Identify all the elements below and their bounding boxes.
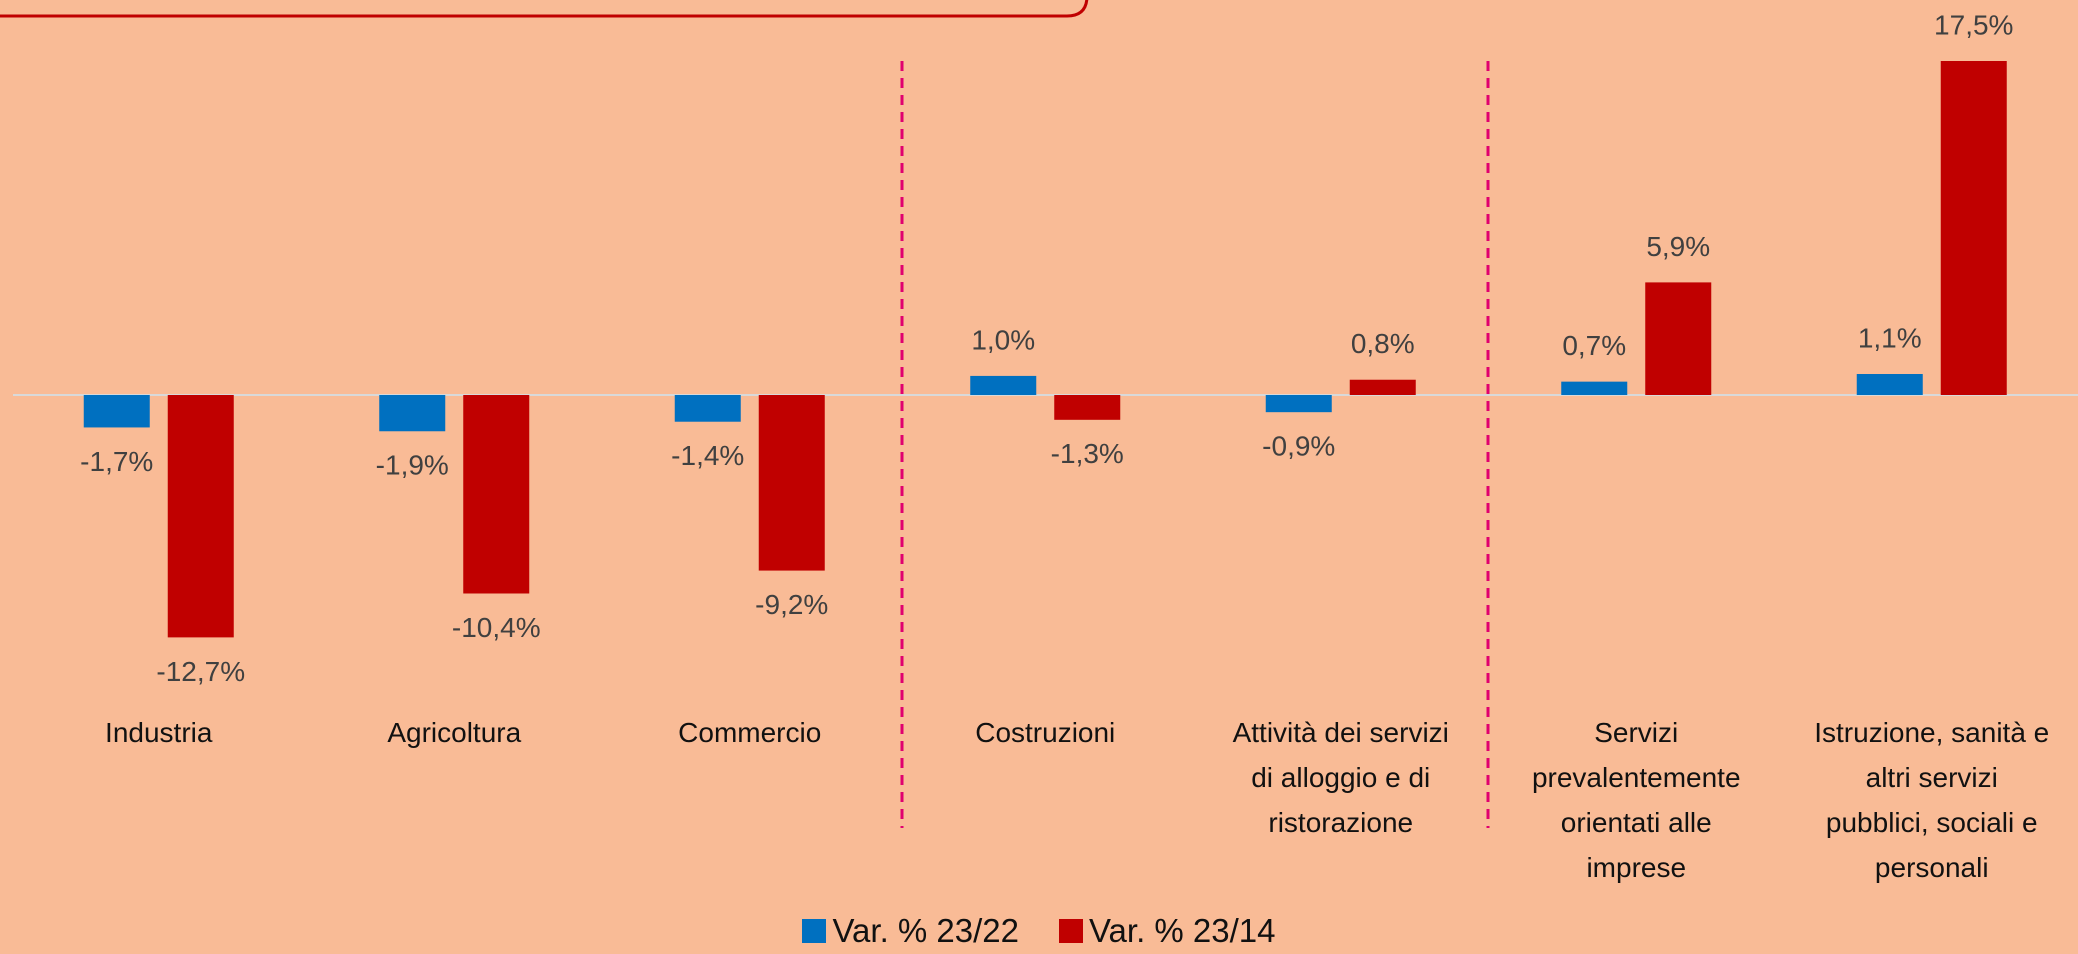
bar: [1645, 282, 1712, 395]
value-label: 0,8%: [1351, 328, 1415, 359]
x-tick-label: Commercio: [678, 717, 822, 748]
x-tick-label: Industria: [105, 717, 213, 748]
header-box: [0, 0, 1089, 18]
value-label: -1,9%: [376, 450, 449, 481]
bar: [758, 395, 825, 571]
bar: [1054, 395, 1121, 420]
bar: [1349, 379, 1416, 395]
legend-item: Var. % 23/22: [802, 912, 1019, 950]
legend-label: Var. % 23/22: [832, 912, 1019, 949]
bar: [463, 395, 530, 594]
legend-label: Var. % 23/14: [1089, 912, 1276, 949]
value-label: -1,3%: [1051, 438, 1124, 469]
legend-item: Var. % 23/14: [1059, 912, 1276, 950]
value-label: -1,7%: [80, 446, 153, 477]
bar: [1561, 381, 1628, 395]
value-label: 1,1%: [1858, 322, 1922, 353]
bar: [970, 375, 1037, 395]
bar: [1265, 395, 1332, 413]
bar: [83, 395, 150, 428]
value-label: 5,9%: [1646, 231, 1710, 262]
bar: [379, 395, 446, 432]
legend: Var. % 23/22 Var. % 23/14: [0, 912, 2078, 950]
value-label: 1,0%: [971, 324, 1035, 355]
bar: [1940, 61, 2007, 395]
x-tick-label: Istruzione, sanità e altri servizi pubbl…: [1814, 717, 2050, 883]
legend-swatch: [802, 919, 827, 943]
bar: [1856, 374, 1923, 395]
value-label: -0,9%: [1262, 431, 1335, 462]
legend-swatch: [1059, 919, 1083, 943]
x-tick-label: Agricoltura: [387, 717, 522, 748]
value-label: -12,7%: [156, 656, 245, 687]
x-tick-label: Attività dei servizi di alloggio e di ri…: [1232, 717, 1449, 838]
bar: [674, 395, 741, 422]
x-tick-label: Servizi prevalentemente orientati alle i…: [1531, 717, 1741, 883]
bar: [167, 395, 234, 638]
value-label: -1,4%: [671, 440, 744, 471]
value-label: 0,7%: [1562, 330, 1626, 361]
value-label: 17,5%: [1934, 9, 2013, 40]
value-label: -10,4%: [452, 612, 541, 643]
x-tick-label: Costruzioni: [975, 717, 1116, 748]
value-label: -9,2%: [755, 589, 828, 620]
